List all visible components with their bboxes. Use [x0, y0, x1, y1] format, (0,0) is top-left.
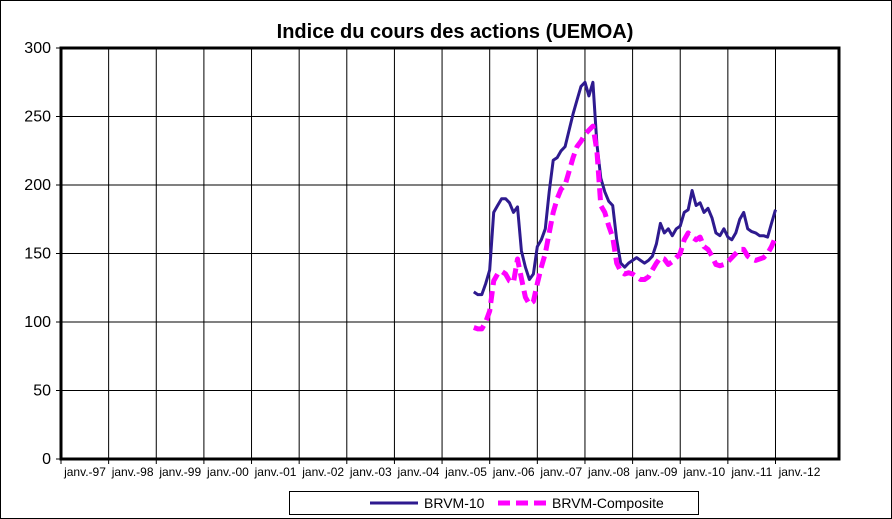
legend-label-brvm-composite: BRVM-Composite — [552, 495, 664, 511]
x-tick-label: janv.-03 — [349, 465, 392, 479]
series-line-brvm-10 — [472, 80, 777, 297]
x-tick-label: janv.-02 — [301, 465, 344, 479]
y-tick-label: 150 — [24, 246, 51, 263]
x-tick-label: janv.-09 — [635, 465, 678, 479]
x-tick-label: janv.-10 — [682, 465, 725, 479]
x-tick-label: janv.-98 — [111, 465, 154, 479]
x-tick-label: janv.-06 — [492, 465, 535, 479]
x-tick-label: janv.-11 — [730, 465, 772, 479]
legend: BRVM-10 BRVM-Composite — [289, 491, 699, 515]
legend-item-brvm-10: BRVM-10 — [370, 492, 484, 514]
legend-swatch-brvm-10 — [370, 501, 418, 505]
chart-title: Indice du cours des actions (UEMOA) — [276, 21, 634, 43]
series-line-brvm-composite — [472, 123, 778, 332]
x-tick-label: janv.-97 — [63, 465, 106, 479]
x-tick-label: janv.-00 — [206, 465, 249, 479]
grid-lines — [61, 47, 839, 459]
x-axis-ticks: janv.-97 janv.-98 janv.-99 janv.-00 janv.-01… — [60, 459, 821, 479]
y-axis-ticks: 0 50 100 150 200 250 300 — [24, 40, 61, 468]
y-tick-label: 0 — [42, 451, 51, 468]
x-tick-label: janv.-12 — [778, 465, 821, 479]
x-tick-label: janv.-05 — [444, 465, 487, 479]
x-tick-label: janv.-01 — [254, 465, 297, 479]
legend-swatch-brvm-composite — [498, 500, 546, 506]
x-tick-label: janv.-99 — [158, 465, 201, 479]
x-tick-label: janv.-07 — [539, 465, 582, 479]
x-tick-label: janv.-04 — [397, 465, 440, 479]
y-tick-label: 300 — [24, 40, 51, 57]
y-tick-label: 200 — [24, 177, 51, 194]
legend-item-brvm-composite: BRVM-Composite — [498, 492, 664, 514]
x-tick-label: janv.-08 — [587, 465, 630, 479]
y-tick-label: 250 — [24, 109, 51, 126]
y-tick-label: 100 — [24, 314, 51, 331]
legend-label-brvm-10: BRVM-10 — [424, 495, 485, 511]
y-tick-label: 50 — [33, 383, 51, 400]
